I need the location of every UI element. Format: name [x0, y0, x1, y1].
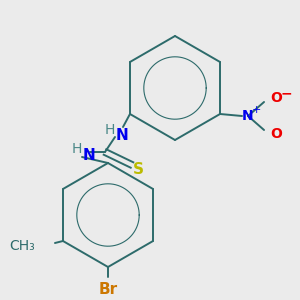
Text: +: +: [251, 105, 261, 115]
Text: H: H: [105, 123, 115, 137]
Text: −: −: [280, 86, 292, 100]
Text: N: N: [116, 128, 128, 143]
Text: N: N: [82, 148, 95, 164]
Text: O: O: [270, 127, 282, 141]
Text: CH₃: CH₃: [9, 239, 35, 253]
Text: H: H: [72, 142, 82, 156]
Text: S: S: [133, 161, 143, 176]
Text: Br: Br: [98, 281, 118, 296]
Text: N: N: [242, 109, 254, 123]
Text: O: O: [270, 91, 282, 105]
